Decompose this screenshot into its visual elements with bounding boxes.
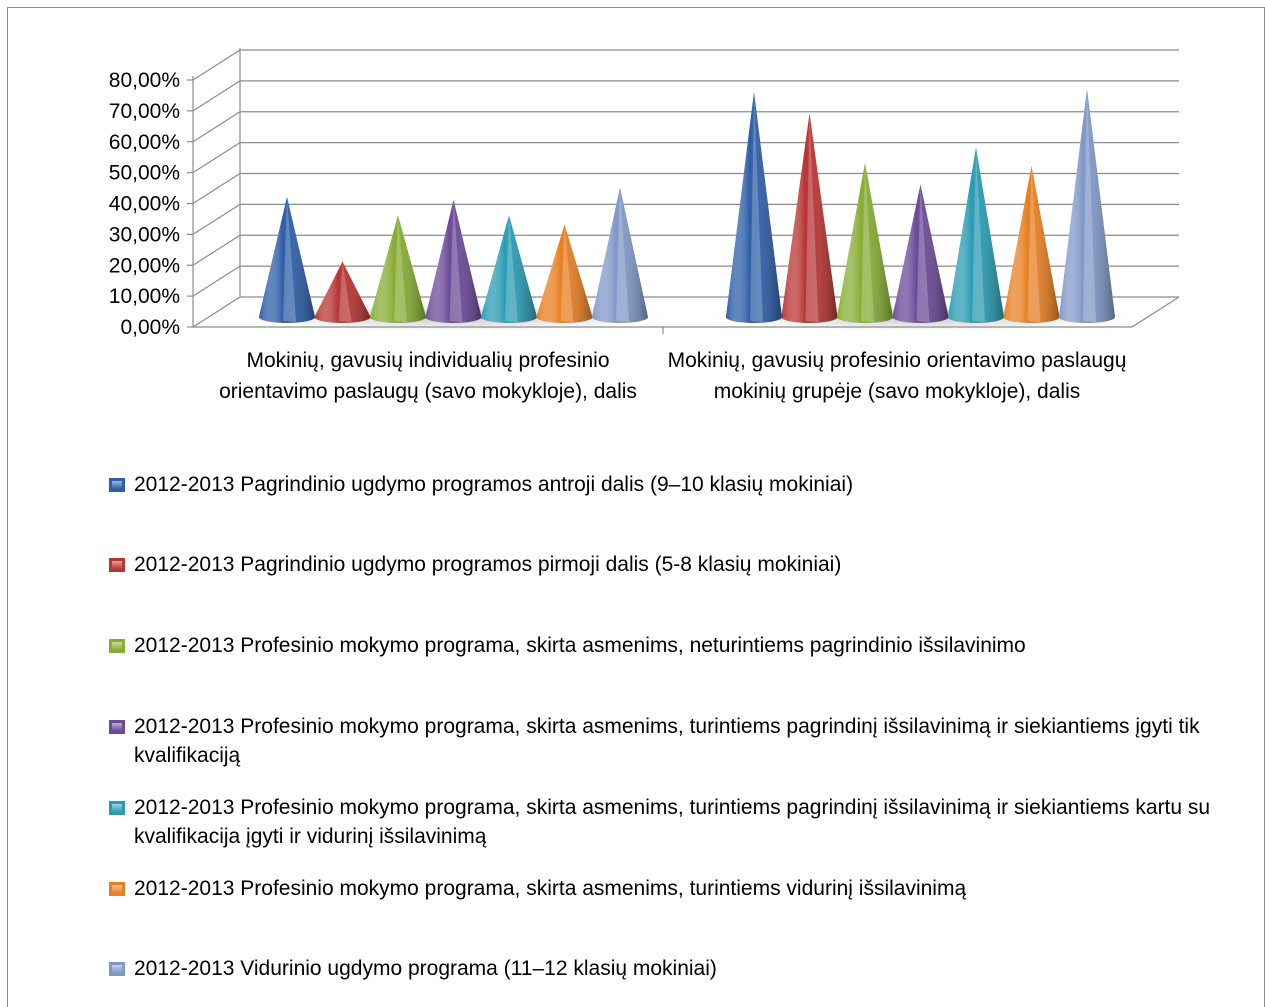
cone-highlight [449,199,463,322]
cone-shading [837,162,893,323]
legend-label: 2012-2013 Profesinio mokymo programa, sk… [134,634,1026,657]
cone-shading [1059,88,1115,323]
legend-label: 2012-2013 Profesinio mokymo programa, sk… [134,796,1211,848]
y-tick-label: 80,00% [109,69,180,92]
cone-shading [948,147,1004,323]
legend-label: 2012-2013 Vidurinio ugdymo programa (11–… [134,957,717,980]
category-label-group: Mokinių, gavusių profesinio orientavimo … [667,349,1127,403]
legend-item: 2012-2013 Profesinio mokymo programa, sk… [109,874,1234,903]
gridline [192,80,1179,112]
y-tick-label: 70,00% [109,100,180,123]
chart-plot: 0,00% 10,00% 20,00% 30,00% 40,00% 50,00% 60,00… [109,48,1180,339]
legend-label: 2012-2013 Pagrindinio ugdymo programos a… [134,473,854,496]
y-tick-label: 50,00% [109,162,180,185]
cone-highlight [560,224,574,322]
cone-shading [1003,165,1060,323]
legend-swatch [109,882,125,896]
cone-highlight [861,162,874,322]
legend-label: 2012-2013 Profesinio mokymo programa, sk… [134,715,1200,767]
legend-item: 2012-2013 Profesinio mokymo programa, sk… [109,793,1234,851]
category-label-individual: Mokinių, gavusių individualių profesinio… [219,349,637,403]
cone-shading [781,113,838,323]
y-axis-ticks: 0,00% 10,00% 20,00% 30,00% 40,00% 50,00% 60,00… [109,69,180,339]
y-tick-label: 0,00% [120,316,180,339]
cone-highlight [1027,165,1041,322]
cone-shading [370,215,426,323]
y-tick-label: 30,00% [109,223,180,246]
cone-shading [425,199,482,323]
cone-shading [314,261,371,323]
cone-highlight [338,261,352,322]
y-tick-label: 60,00% [109,131,180,154]
cone-highlight [972,147,985,322]
cone-shading [726,91,782,324]
legend-swatch [109,801,125,815]
cone-shading [481,215,537,323]
cone-highlight [750,91,763,323]
y-tick-label: 10,00% [109,285,180,308]
y-tick-label: 40,00% [109,193,180,216]
cone-shading [892,184,949,323]
legend-item: 2012-2013 Vidurinio ugdymo programa (11–… [109,954,1234,983]
cone-highlight [283,196,296,322]
legend-label: 2012-2013 Pagrindinio ugdymo programos p… [134,553,842,576]
gridline [192,111,1179,143]
legend-swatch [109,558,125,572]
legend-swatch [109,720,125,734]
legend-item: 2012-2013 Profesinio mokymo programa, sk… [109,631,1234,660]
legend-swatch [109,639,125,653]
legend-item: 2012-2013 Pagrindinio ugdymo programos a… [109,470,1234,499]
cone-shading [536,224,593,323]
cone-highlight [805,113,819,322]
cone-shading [592,187,648,323]
legend-label: 2012-2013 Profesinio mokymo programa, sk… [134,877,967,900]
legend-swatch [109,478,125,492]
legend-item: 2012-2013 Pagrindinio ugdymo programos p… [109,550,1234,579]
cone-highlight [916,184,930,322]
gridline [192,49,1179,81]
cone-shading [259,196,315,323]
legend-swatch [109,962,125,976]
y-tick-label: 20,00% [109,254,180,277]
cone-series [242,88,1132,331]
legend-item: 2012-2013 Profesinio mokymo programa, sk… [109,712,1234,770]
cone-highlight [505,215,518,322]
cone-highlight [616,187,629,322]
cone-highlight [394,215,407,322]
cone-highlight [1083,88,1096,322]
